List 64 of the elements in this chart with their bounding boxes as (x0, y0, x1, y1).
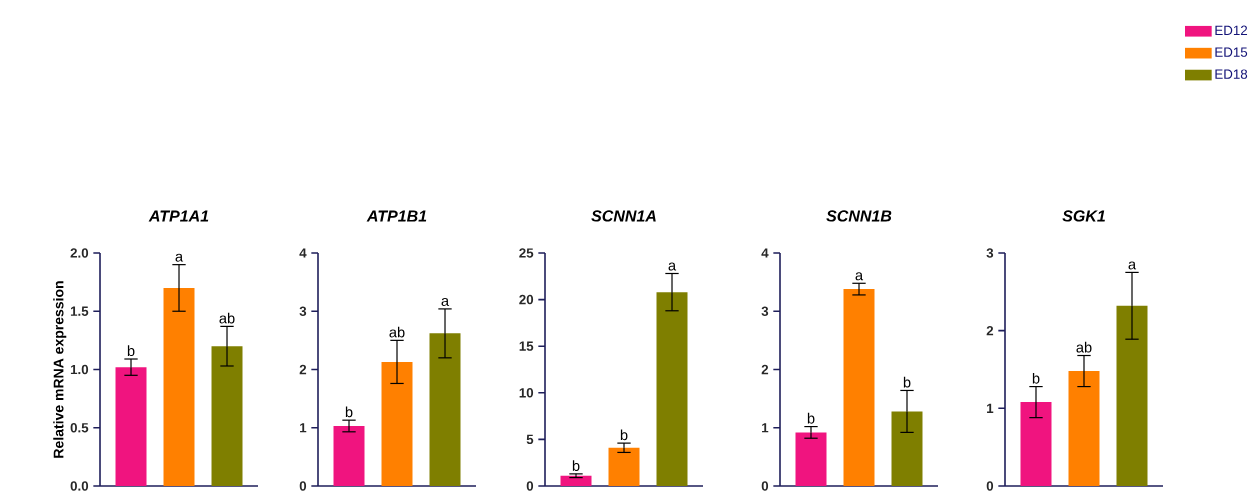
y-tick-label: 15 (519, 341, 534, 351)
y-tick-label: 0 (761, 481, 769, 491)
bar (656, 292, 688, 486)
bar (1116, 305, 1148, 486)
annotation: b (903, 376, 911, 388)
y-tick-label: 3 (986, 248, 994, 258)
annotation: a (175, 253, 184, 262)
annotation: b (620, 429, 628, 441)
bar (795, 432, 827, 486)
y-tick-label: 1 (762, 423, 769, 433)
y-tick-label: 2 (299, 364, 307, 375)
legend-label: ED12 (1215, 25, 1248, 35)
y-tick-label: 3 (761, 306, 769, 316)
bar (429, 333, 461, 486)
y-tick-label: 4 (299, 248, 307, 258)
bar (891, 411, 923, 486)
legend-label: ED15 (1215, 47, 1248, 57)
bar (163, 287, 195, 486)
bar (333, 425, 365, 486)
chart-title: ATP1A1 (148, 210, 209, 222)
annotation: a (855, 272, 864, 281)
bar (560, 475, 592, 486)
chart-title: SCNN1A (591, 210, 656, 222)
y-tick-label: 5 (526, 434, 534, 445)
annotation: a (1128, 261, 1137, 270)
annotation: b (1032, 372, 1040, 384)
annotation: ab (1076, 341, 1092, 353)
annotation: ab (389, 326, 405, 338)
y-tick-label: 10 (519, 388, 534, 398)
y-tick-label: 2 (986, 326, 994, 336)
y-tick-label: 0.5 (70, 423, 89, 433)
y-tick-label: 0 (526, 481, 534, 491)
y-axis-title: Relative mRNA expression (53, 281, 67, 458)
y-tick-label: 2 (761, 364, 769, 375)
y-tick-label: 20 (519, 294, 534, 305)
chart-title: SCNN1B (826, 210, 892, 222)
y-tick-label: 0 (986, 481, 994, 491)
bar (381, 361, 413, 486)
chart-title: SGK1 (1062, 210, 1105, 222)
annotation: b (572, 460, 580, 471)
y-tick-label: 0 (299, 481, 307, 491)
annotation: b (807, 412, 815, 424)
chart-title: ATP1B1 (366, 210, 427, 222)
annotation: a (441, 297, 450, 306)
bar (115, 367, 147, 486)
annotation: b (127, 345, 135, 357)
annotation: b (345, 406, 353, 418)
legend-label: ED18 (1215, 69, 1248, 79)
bar (1068, 371, 1100, 486)
y-tick-label: 0.0 (70, 481, 89, 491)
y-tick-label: 1.5 (70, 306, 89, 316)
y-tick-label: 1 (987, 403, 994, 413)
y-tick-label: 4 (761, 248, 769, 258)
annotation: ab (219, 312, 235, 324)
bar (843, 289, 875, 486)
bar (1020, 402, 1052, 486)
y-tick-label: 1.0 (70, 364, 89, 375)
y-tick-label: 1 (300, 423, 307, 433)
bar (608, 447, 640, 486)
y-tick-label: 25 (519, 248, 534, 258)
y-tick-label: 3 (299, 306, 307, 316)
y-tick-label: 2.0 (70, 248, 89, 258)
bar (211, 346, 243, 486)
annotation: a (668, 262, 677, 271)
